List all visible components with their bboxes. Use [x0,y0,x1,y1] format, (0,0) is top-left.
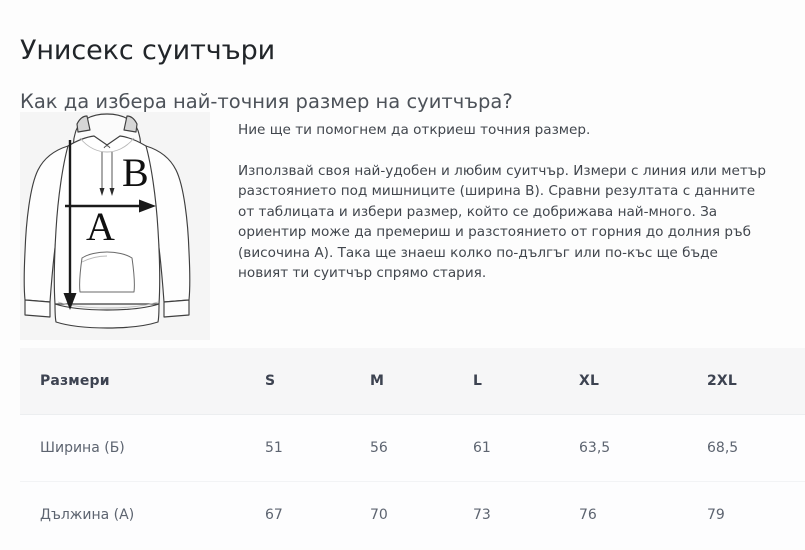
column-header-s: S [265,373,276,389]
table-header-row: Размери S M L XL 2XL [20,348,805,415]
row-label-length: Дължина (А) [40,507,135,523]
column-header-l: L [473,373,483,389]
cell-width-m: 56 [370,440,388,456]
description-block: Ние ще ти помогнем да откриеш точния раз… [238,120,768,284]
cell-width-s: 51 [265,440,283,456]
description-body: Използвай своя най-удобен и любим суитчъ… [238,162,767,282]
size-table-head: Размери S M L XL 2XL [20,348,805,415]
column-header-measure: Размери [40,373,110,389]
hoodie-measurement-diagram: A B [23,113,191,329]
page-title: Унисекс суитчъри [20,35,276,67]
cell-length-l: 73 [473,507,491,523]
cell-length-s: 67 [265,507,283,523]
cell-length-m: 70 [370,507,388,523]
width-label-b: B [122,150,149,195]
cell-width-xl: 63,5 [579,440,611,456]
table-row: Ширина (Б) 51 56 61 63,5 68,5 [20,414,805,482]
hoodie-illustration: A B [20,112,210,340]
column-header-2xl: 2XL [707,373,737,389]
cell-length-xl: 76 [579,507,597,523]
height-label-a: A [86,204,115,249]
cell-width-2xl: 68,5 [707,440,739,456]
column-header-m: M [370,373,385,389]
table-row: Дължина (А) 67 70 73 76 79 [20,481,805,548]
page-subtitle: Как да избера най-точния размер на суитч… [20,90,513,114]
size-table-body: Ширина (Б) 51 56 61 63,5 68,5 Дължина (А… [20,414,805,548]
description-lead: Ние ще ти помогнем да откриеш точния раз… [238,122,591,138]
column-header-xl: XL [579,373,600,389]
size-table: Размери S M L XL 2XL Ширина (Б) 51 56 61… [20,348,805,548]
row-label-width: Ширина (Б) [40,440,125,456]
cell-width-l: 61 [473,440,491,456]
cell-length-2xl: 79 [707,507,725,523]
